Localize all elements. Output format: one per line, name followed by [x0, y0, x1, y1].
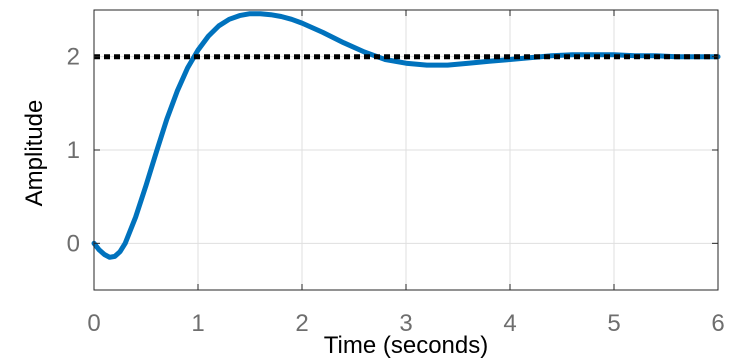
- x-tick-label: 4: [503, 310, 516, 337]
- x-axis-label: Time (seconds): [324, 332, 488, 358]
- x-tick-label: 5: [607, 310, 620, 337]
- y-tick-label: 2: [67, 44, 80, 71]
- x-tick-label: 3: [399, 310, 412, 337]
- y-tick-label: 1: [67, 137, 80, 164]
- series-group: [91, 11, 721, 260]
- x-tick-label: 6: [711, 310, 724, 337]
- tick-labels: 0 1 2 3 4 5 6 0 1 2: [67, 44, 725, 337]
- y-axis-label: Amplitude: [21, 100, 48, 207]
- x-tick-label: 1: [191, 310, 204, 337]
- x-tick-label: 0: [87, 310, 100, 337]
- x-tick-label: 2: [295, 310, 308, 337]
- y-tick-label: 0: [67, 230, 80, 257]
- tick-marks: [93, 10, 719, 290]
